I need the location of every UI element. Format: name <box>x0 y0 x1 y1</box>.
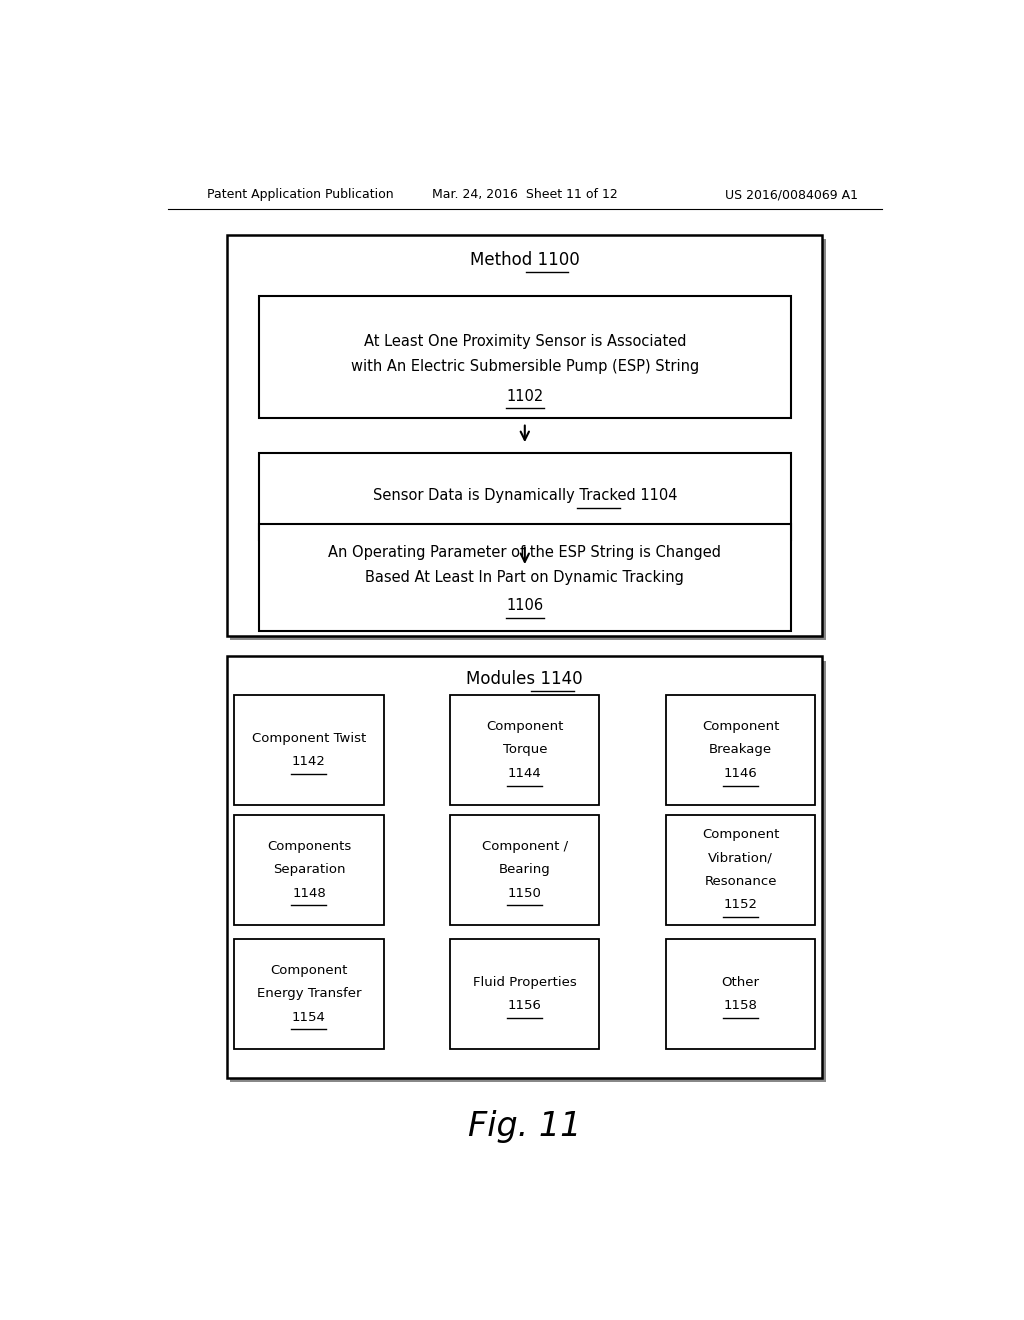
Bar <box>670 942 818 1053</box>
Bar <box>262 528 794 635</box>
Text: Energy Transfer: Energy Transfer <box>257 987 361 1001</box>
Bar <box>451 939 599 1049</box>
Text: Fig. 11: Fig. 11 <box>468 1110 582 1143</box>
Text: Modules 1140: Modules 1140 <box>467 669 583 688</box>
Text: Patent Application Publication: Patent Application Publication <box>207 189 394 202</box>
Text: Other: Other <box>722 975 760 989</box>
Text: Component: Component <box>702 721 779 733</box>
Bar <box>238 942 387 1053</box>
Bar <box>227 656 822 1078</box>
Bar <box>451 814 599 925</box>
Text: Mar. 24, 2016  Sheet 11 of 12: Mar. 24, 2016 Sheet 11 of 12 <box>432 189 617 202</box>
Text: 1156: 1156 <box>508 999 542 1012</box>
Text: Component Twist: Component Twist <box>252 731 366 744</box>
Text: 1158: 1158 <box>724 999 758 1012</box>
Text: Bearing: Bearing <box>499 863 551 876</box>
Text: 1150: 1150 <box>508 887 542 900</box>
Text: Sensor Data is Dynamically Tracked 1104: Sensor Data is Dynamically Tracked 1104 <box>373 488 677 503</box>
Bar <box>670 700 818 809</box>
Bar <box>227 235 822 636</box>
Bar <box>670 818 818 929</box>
Bar <box>234 939 384 1049</box>
Text: Component: Component <box>702 829 779 841</box>
Text: Vibration/: Vibration/ <box>709 851 773 865</box>
Text: 1146: 1146 <box>724 767 758 780</box>
Text: Resonance: Resonance <box>705 875 777 888</box>
Bar <box>666 696 815 805</box>
Bar <box>259 453 791 540</box>
Text: Component /: Component / <box>481 840 568 853</box>
Bar <box>454 942 602 1053</box>
Bar <box>454 700 602 809</box>
Text: 1152: 1152 <box>724 899 758 911</box>
Bar <box>666 939 815 1049</box>
Text: Separation: Separation <box>272 863 345 876</box>
Text: 1106: 1106 <box>506 598 544 612</box>
Bar <box>666 814 815 925</box>
Text: Method 1100: Method 1100 <box>470 251 580 269</box>
Text: 1148: 1148 <box>292 887 326 900</box>
Text: 1142: 1142 <box>292 755 326 768</box>
Text: US 2016/0084069 A1: US 2016/0084069 A1 <box>725 189 858 202</box>
Bar <box>454 818 602 929</box>
Text: An Operating Parameter of the ESP String is Changed: An Operating Parameter of the ESP String… <box>329 545 721 560</box>
Text: with An Electric Submersible Pump (ESP) String: with An Electric Submersible Pump (ESP) … <box>350 359 699 375</box>
Bar <box>259 524 791 631</box>
Text: Breakage: Breakage <box>709 743 772 756</box>
Bar <box>451 696 599 805</box>
Text: Torque: Torque <box>503 743 547 756</box>
Text: 1102: 1102 <box>506 388 544 404</box>
Bar <box>230 660 825 1082</box>
Bar <box>234 696 384 805</box>
Bar <box>238 818 387 929</box>
Text: Based At Least In Part on Dynamic Tracking: Based At Least In Part on Dynamic Tracki… <box>366 570 684 585</box>
Text: Fluid Properties: Fluid Properties <box>473 975 577 989</box>
Bar <box>238 700 387 809</box>
Bar <box>262 457 794 544</box>
Text: At Least One Proximity Sensor is Associated: At Least One Proximity Sensor is Associa… <box>364 334 686 348</box>
Bar <box>259 296 791 417</box>
Text: 1154: 1154 <box>292 1011 326 1024</box>
Text: Component: Component <box>270 964 347 977</box>
Bar <box>262 300 794 421</box>
Bar <box>230 239 825 640</box>
Text: Components: Components <box>267 840 351 853</box>
Bar <box>234 814 384 925</box>
Text: 1144: 1144 <box>508 767 542 780</box>
Text: Component: Component <box>486 721 563 733</box>
